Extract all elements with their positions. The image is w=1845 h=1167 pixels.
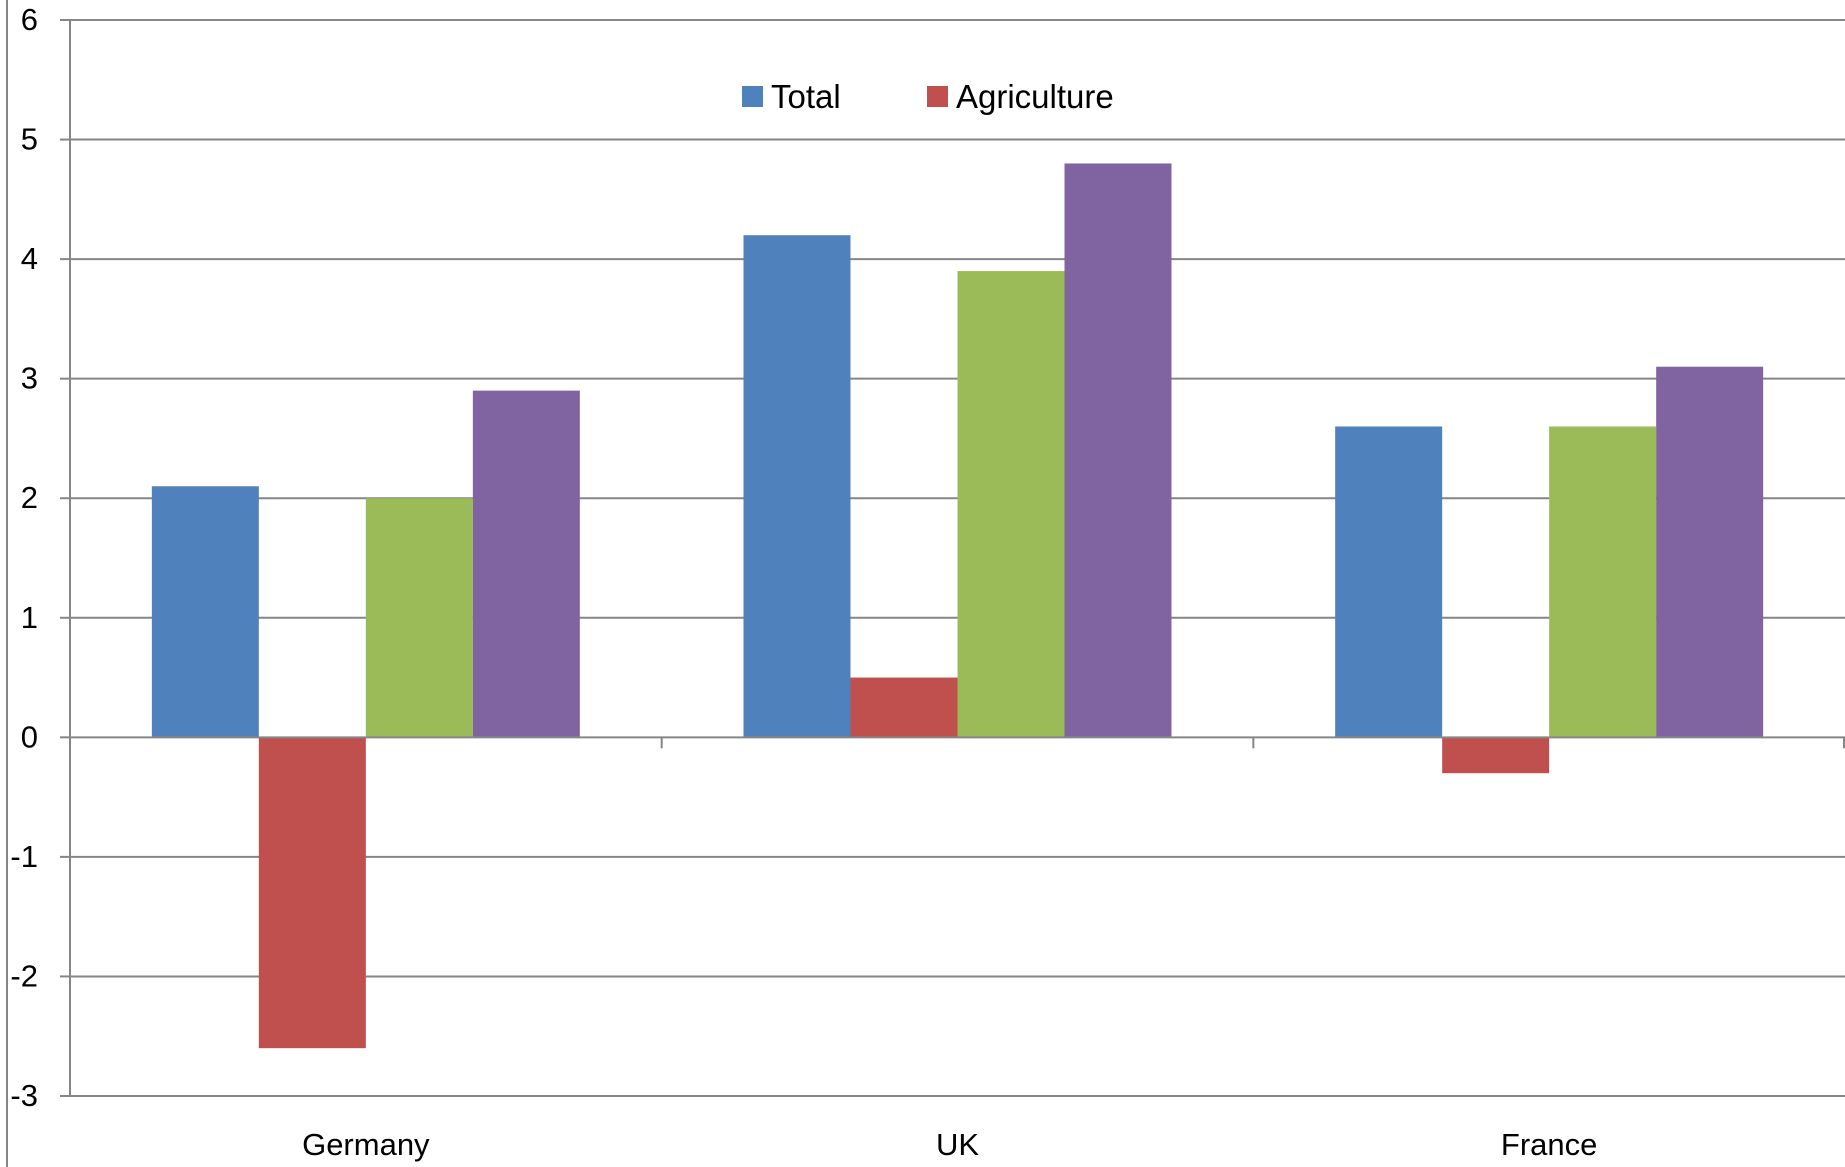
legend-label: Total — [771, 78, 841, 115]
y-tick-label: 6 — [21, 2, 38, 37]
bar — [743, 235, 851, 738]
y-tick-labels: -3 -2 -1 0 1 2 3 4 5 6 — [10, 2, 38, 1113]
y-tick-label: 5 — [21, 122, 38, 157]
bar — [1656, 366, 1764, 738]
x-tick-label: Germany — [302, 1127, 430, 1162]
x-tick-label: UK — [936, 1127, 979, 1162]
bar — [1549, 426, 1657, 738]
y-tick-label: 2 — [21, 480, 38, 515]
bar — [258, 737, 366, 1049]
bar — [1442, 737, 1550, 774]
bar — [365, 498, 473, 738]
bar — [1064, 163, 1172, 738]
legend-swatch — [742, 86, 763, 107]
y-tick-label: -2 — [10, 958, 38, 993]
x-tick-labels: Germany UK France — [302, 1127, 1597, 1162]
bar — [472, 390, 580, 738]
bar — [957, 271, 1065, 738]
bar — [151, 486, 259, 738]
y-tick-label: -1 — [10, 839, 38, 874]
bar — [1335, 426, 1443, 738]
x-tick-label: France — [1501, 1127, 1597, 1162]
legend-label: Agriculture — [956, 78, 1114, 115]
y-tick-label: -3 — [10, 1078, 38, 1113]
legend: Total Agriculture — [742, 78, 1114, 115]
y-tick-label: 0 — [21, 719, 38, 754]
y-tick-label: 4 — [21, 241, 38, 276]
axes — [6, 0, 1845, 1167]
legend-swatch — [927, 86, 948, 107]
y-tick-label: 1 — [21, 600, 38, 635]
bar — [850, 677, 958, 738]
y-tick-label: 3 — [21, 361, 38, 396]
bars — [151, 163, 1764, 1049]
